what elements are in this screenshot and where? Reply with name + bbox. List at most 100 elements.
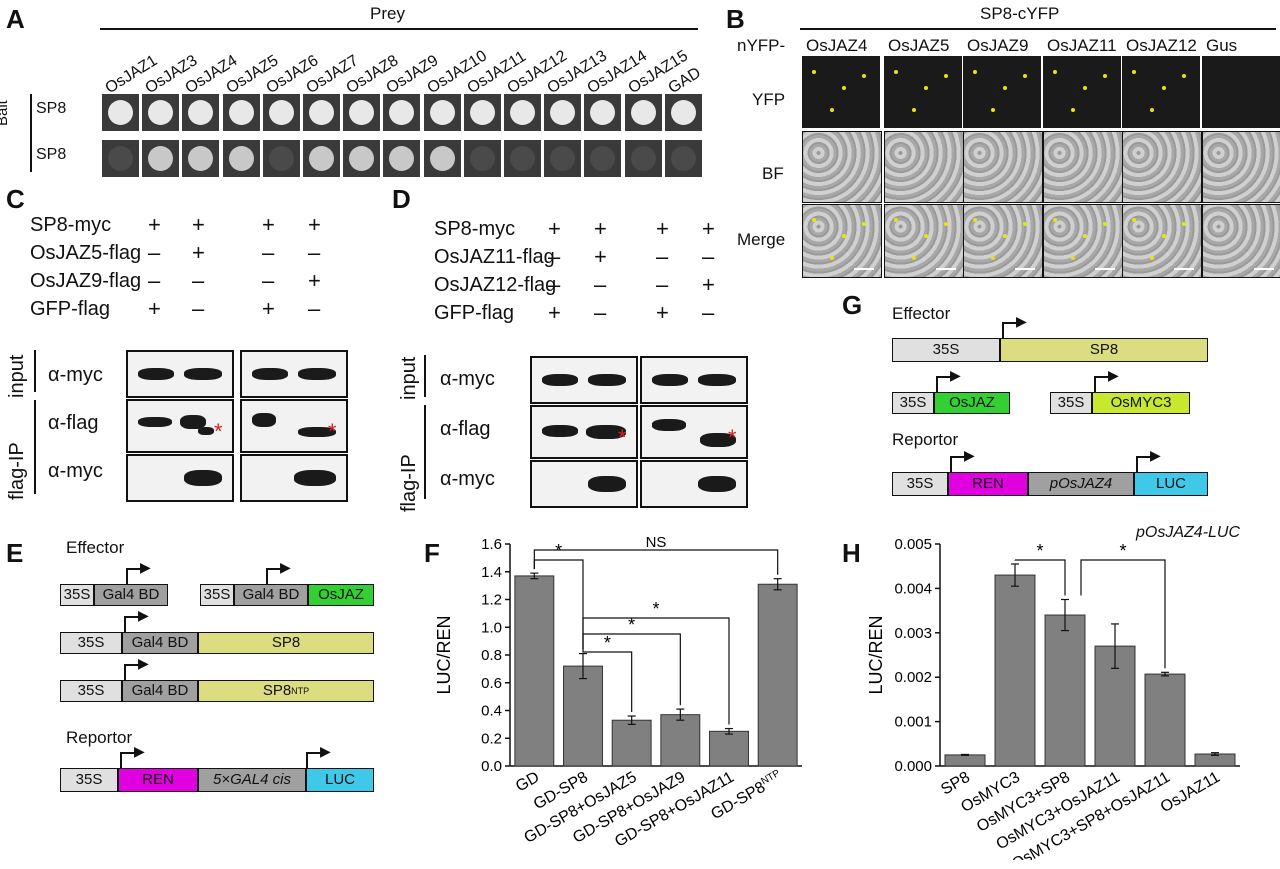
panel-label-f: F [424,538,440,568]
y-tick-label: 1.0 [481,619,502,636]
bf-image [1122,131,1202,203]
merge-signal-spot [862,222,866,226]
panel-label-b: B [726,4,745,34]
bar [563,665,603,767]
condition-sign: + [656,300,669,325]
condition-sign: + [702,272,715,297]
condition-sign: – [148,268,161,293]
panel-b-column-label: Gus [1206,36,1238,55]
tss-arrow-head: ▶ [280,559,291,575]
blot-band [180,415,206,429]
panel-c-blot-label-2: α-flag [48,412,99,434]
western-blot [640,356,748,404]
significance-label: * [652,599,659,619]
merge-signal-spot [1071,256,1075,260]
panel-label-h: H [842,538,861,568]
y-tick-label: 0.003 [894,625,932,642]
blot-band [298,427,336,437]
panel-b-column-label: OsJAZ4 [806,36,868,55]
promoter-35s: 35S [892,472,948,496]
asterisk-marker: * [618,425,627,450]
tss-arrow-head: ▶ [964,447,975,463]
chart-f: 0.00.20.40.60.81.01.21.41.6LUC/RENGDGD-S… [434,534,802,851]
panel-label-e: E [6,538,24,568]
condition-sign: – [192,296,205,321]
yeast-colony [630,146,656,171]
yeast-colony [429,146,455,171]
yfp-signal-spot [944,74,948,78]
tss-arrow-shaft [950,456,968,458]
yeast-colony [670,100,696,125]
condition-sign: + [192,240,205,265]
osjaz-cds: OsJAZ [934,392,1010,414]
yfp-signal-spot [1132,70,1136,74]
yfp-signal-spot [830,108,834,112]
western-blot [240,454,348,502]
osmyc3-cds: OsMYC3 [1092,392,1190,414]
asterisk-marker: * [728,425,737,450]
gal4-bd: Gal4 BD [94,584,168,606]
condition-sign: + [308,268,321,293]
blot-band [138,368,174,380]
gal4-bd: Gal4 BD [122,632,198,654]
yeast-colony [630,100,656,125]
yfp-signal-spot [1083,86,1087,90]
condition-name: OsJAZ5-flag [30,242,142,264]
yfp-image [1122,56,1200,128]
blot-band [588,476,626,492]
panel-b-column-label: OsJAZ9 [967,36,1029,55]
tss-arrow-shaft [124,664,142,666]
merge-image [1202,204,1280,278]
colony-square [343,94,381,131]
yfp-signal-spot [1162,86,1166,90]
panel-label-a: A [6,4,25,34]
tss-arrow-head: ▶ [1108,367,1119,383]
tss-arrow-stem [1002,322,1004,338]
condition-sign: – [594,300,607,325]
colony-square [383,140,421,177]
ren-reporter: REN [948,472,1028,496]
panel-label-d: D [392,184,411,214]
significance-bracket [533,549,779,575]
bar [944,754,986,767]
panel-label-c: C [6,184,25,214]
yfp-signal-spot [924,86,928,90]
colony-square [222,140,260,177]
yfp-image [884,56,962,128]
yfp-signal-spot [842,86,846,90]
panel-d-input-bracket [424,355,426,397]
colony-square [664,140,702,177]
yeast-colony [389,100,415,125]
sp8ntp-label: SP8 [262,682,292,699]
condition-sign: – [262,268,275,293]
colony-square [584,140,622,177]
condition-sign: + [594,216,607,241]
yeast-colony [228,146,254,171]
tss-arrow-shaft [120,752,138,754]
gal4-bd: Gal4 BD [234,584,308,606]
y-tick-label: 0.8 [481,647,502,664]
promoter-35s: 35S [60,632,122,654]
promoter-35s: 35S [1050,392,1092,414]
y-tick-label: 0.001 [894,714,932,731]
tss-arrow-shaft [266,568,284,570]
condition-sign: + [594,244,607,269]
yeast-colony [550,100,576,125]
panel-a-row-label-1: SP8 [36,100,67,117]
panel-c-blot-label-3: α-myc [48,460,103,482]
tss-arrow-stem [1136,456,1138,472]
tss-arrow-stem [266,568,268,584]
panel-e-reporter-label: Reportor [66,728,133,747]
western-blot [126,454,234,502]
merge-image [884,204,964,278]
panel-a-bait-bracket [30,94,32,172]
promoter-35s: 35S [60,584,94,606]
panel-b-column-label: OsJAZ5 [888,36,950,55]
tss-arrow-shaft [1002,322,1020,324]
scale-bar [1095,268,1115,270]
merge-signal-spot [1132,218,1136,222]
bf-image [1202,131,1280,203]
panel-b-header: SP8-cYFP [980,4,1060,23]
y-tick-label: 0.005 [894,536,932,553]
tss-arrow-stem [124,664,126,680]
